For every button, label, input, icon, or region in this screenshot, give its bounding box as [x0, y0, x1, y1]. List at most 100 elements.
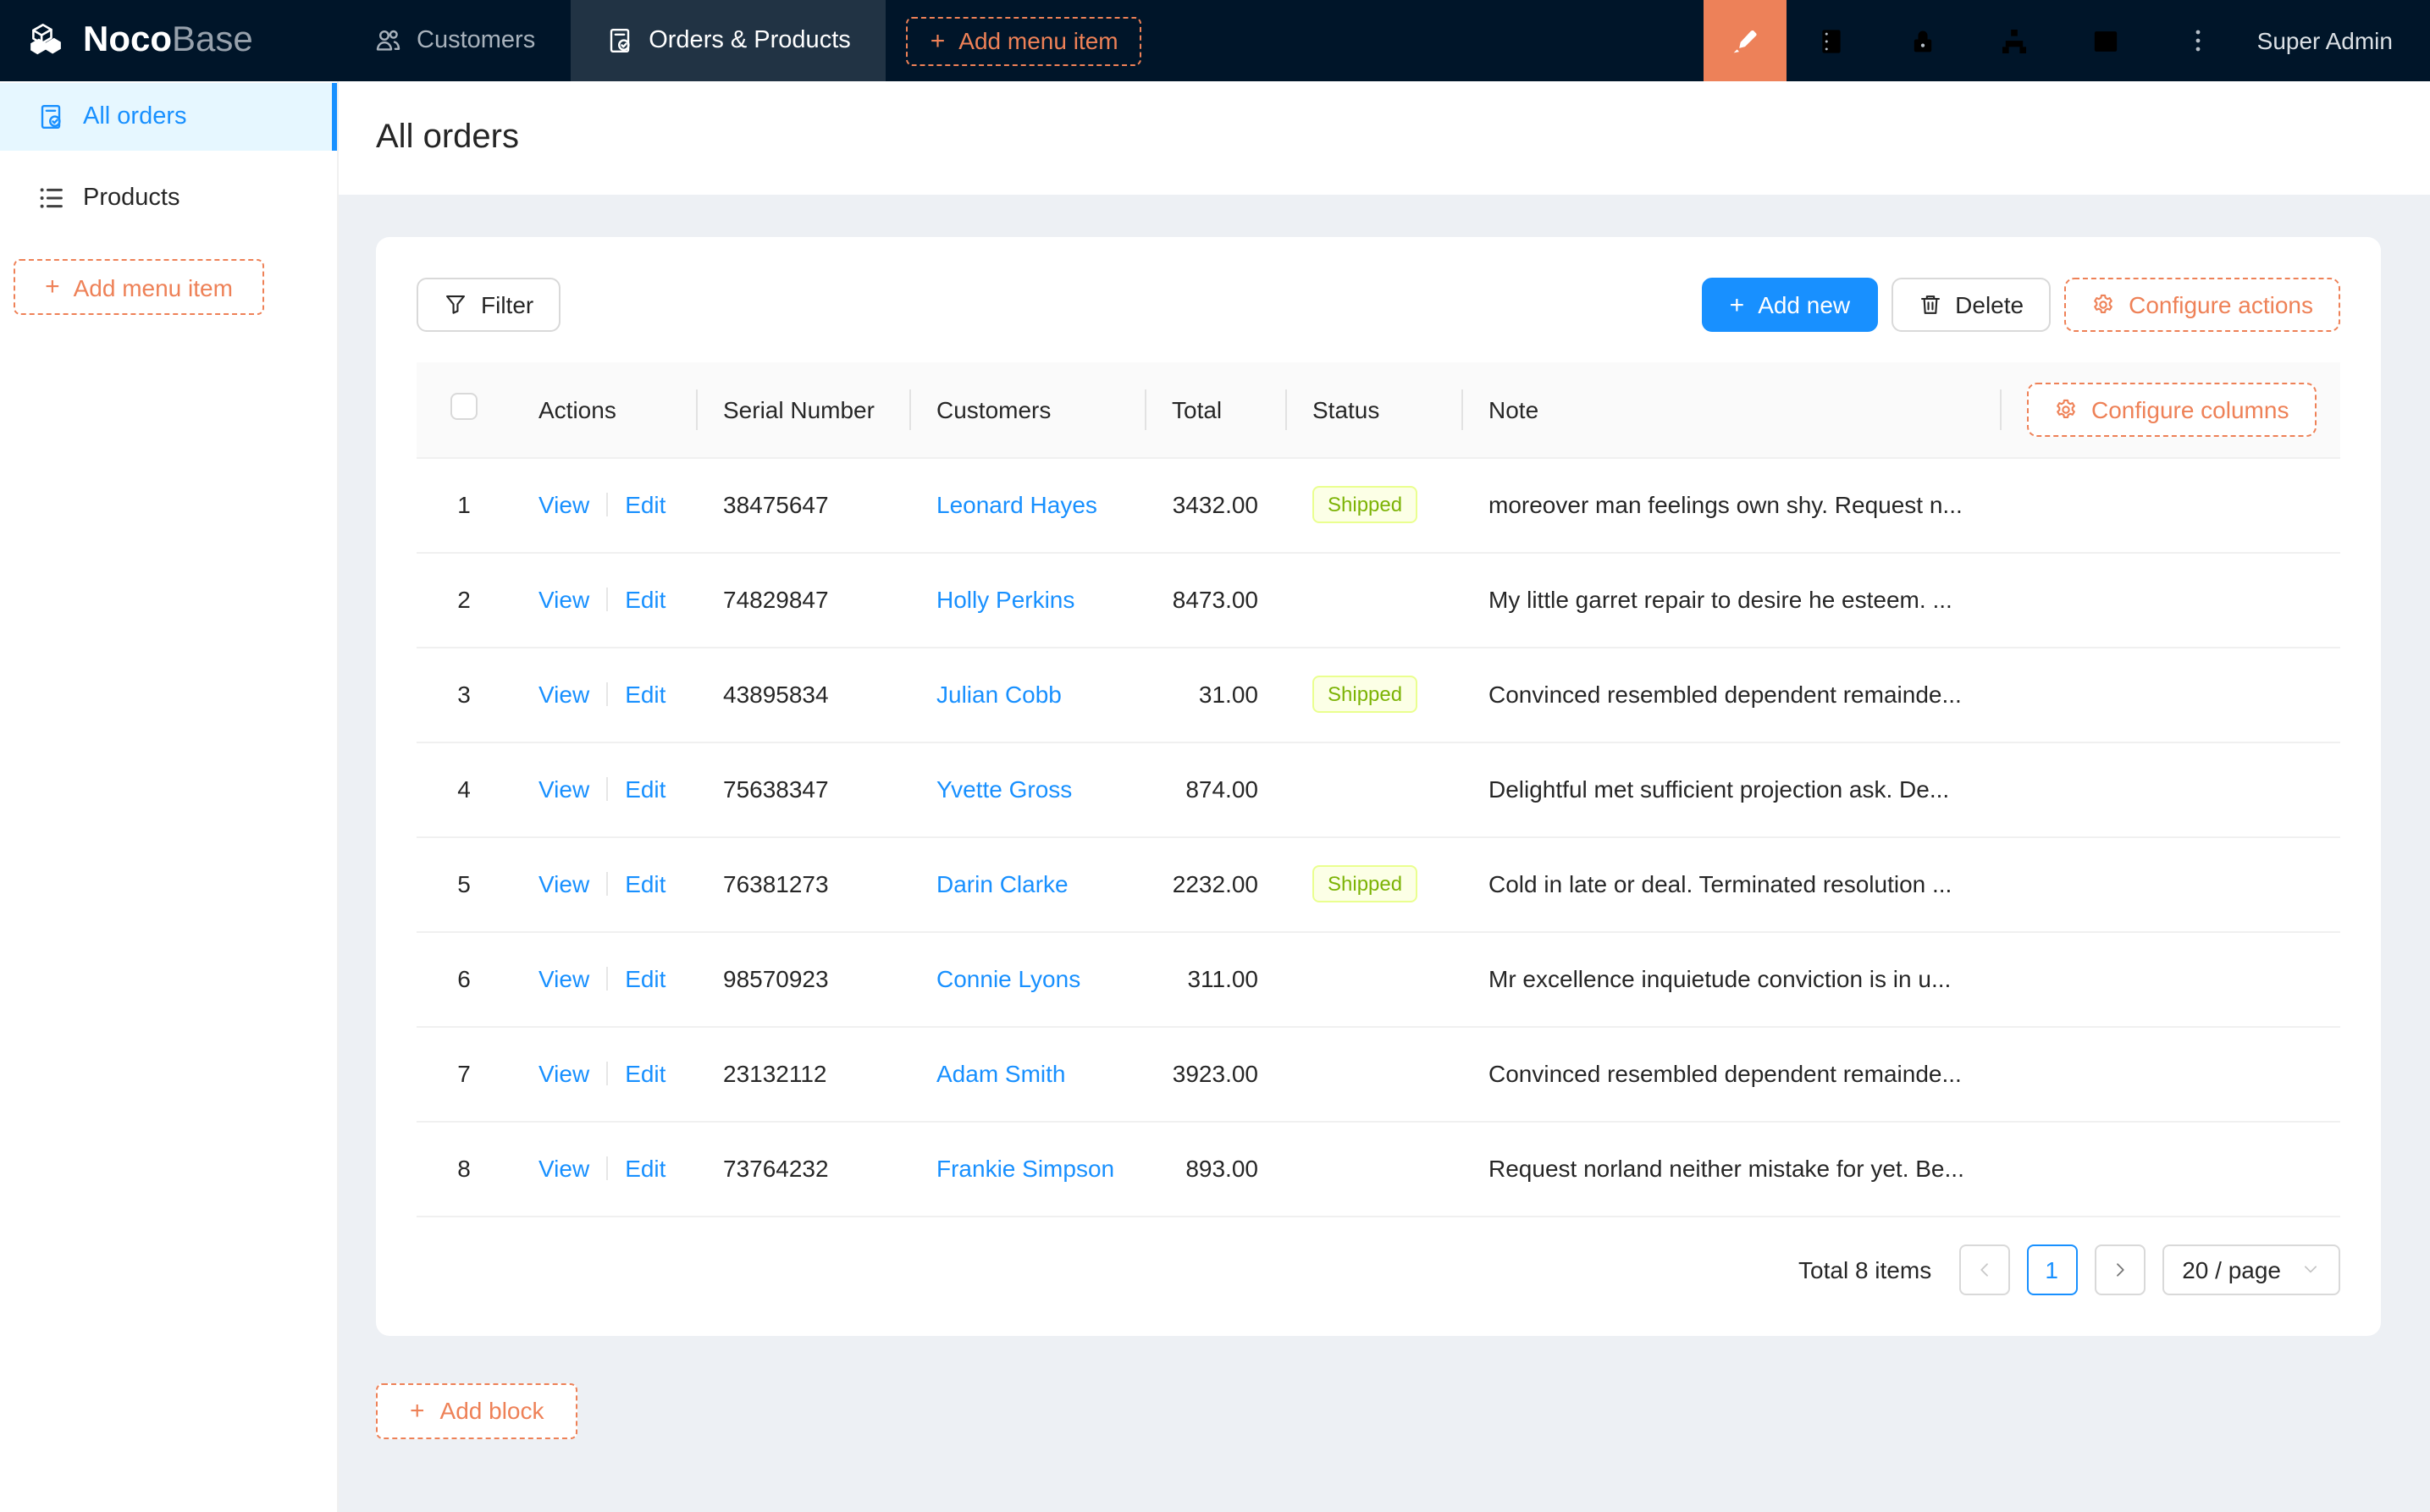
column-header-actions: Actions	[511, 362, 696, 458]
sidebar: All orders Products + Add menu item	[0, 81, 339, 1512]
note-cell: Convinced resembled dependent remainde..…	[1461, 1026, 2000, 1122]
add-block-button[interactable]: + Add block	[376, 1382, 578, 1438]
note-cell: moreover man feelings own shy. Request n…	[1461, 457, 2000, 553]
action-divider	[606, 588, 609, 611]
edit-link[interactable]: Edit	[625, 1060, 666, 1087]
configure-columns-button[interactable]: Configure columns	[2027, 382, 2317, 437]
row-index: 2	[417, 552, 511, 648]
customer-link[interactable]: Connie Lyons	[936, 965, 1081, 992]
nav-item-customers[interactable]: Customers	[339, 0, 571, 81]
column-header-status: Status	[1285, 362, 1461, 458]
table-row: 2 View Edit 74829847 Holly Perkins 8473.0…	[417, 552, 2340, 648]
view-link[interactable]: View	[538, 1060, 590, 1087]
customer-cell: Connie Lyons	[909, 931, 1145, 1027]
sidebar-item-products[interactable]: Products	[0, 164, 337, 232]
customer-cell: Julian Cobb	[909, 647, 1145, 742]
view-link[interactable]: View	[538, 870, 590, 897]
page-title: All orders	[376, 119, 519, 156]
customer-cell: Yvette Gross	[909, 742, 1145, 837]
view-link[interactable]: View	[538, 1155, 590, 1182]
customer-link[interactable]: Adam Smith	[936, 1060, 1066, 1087]
filter-button[interactable]: Filter	[417, 278, 561, 332]
edit-link[interactable]: Edit	[625, 491, 666, 518]
orders-table-block: Filter + Add new	[376, 237, 2381, 1335]
serial-number-cell: 38475647	[696, 457, 909, 553]
edit-link[interactable]: Edit	[625, 870, 666, 897]
empty-cell	[2000, 552, 2340, 648]
status-badge: Shipped	[1312, 486, 1418, 523]
edit-link[interactable]: Edit	[625, 681, 666, 708]
sidebar-add-menu-item-button[interactable]: + Add menu item	[14, 259, 264, 315]
trash-icon	[1918, 293, 1941, 317]
view-link[interactable]: View	[538, 586, 590, 613]
edit-link[interactable]: Edit	[625, 586, 666, 613]
ellipsis-vertical-icon[interactable]	[2152, 0, 2244, 81]
note-cell: Cold in late or deal. Terminated resolut…	[1461, 836, 2000, 932]
column-header-note: Note	[1461, 362, 2000, 458]
action-divider	[606, 1156, 609, 1180]
total-cell: 893.00	[1145, 1121, 1285, 1217]
status-cell	[1285, 1026, 1461, 1122]
customer-link[interactable]: Holly Perkins	[936, 586, 1075, 613]
nav-item-orders-products[interactable]: Orders & Products	[571, 0, 886, 81]
empty-cell	[2000, 742, 2340, 837]
row-index: 8	[417, 1121, 511, 1217]
serial-number-cell: 74829847	[696, 552, 909, 648]
pagination-total: Total 8 items	[1798, 1255, 1932, 1283]
apartment-icon[interactable]	[1969, 0, 2061, 81]
serial-number-cell: 73764232	[696, 1121, 909, 1217]
lock-icon[interactable]	[1878, 0, 1969, 81]
team-icon	[374, 27, 401, 54]
pagination-page-1[interactable]: 1	[2026, 1244, 2078, 1294]
pagination-prev-button[interactable]	[1958, 1244, 2010, 1294]
edit-link[interactable]: Edit	[625, 1155, 666, 1182]
user-menu[interactable]: Super Admin	[2256, 27, 2393, 54]
delete-button[interactable]: Delete	[1891, 278, 2052, 332]
row-actions: View Edit	[511, 836, 696, 932]
row-actions: View Edit	[511, 1026, 696, 1122]
table-row: 8 View Edit 73764232 Frankie Simpson 893.…	[417, 1121, 2340, 1217]
plus-icon: +	[45, 273, 60, 301]
plus-icon: +	[930, 26, 946, 55]
edit-link[interactable]: Edit	[625, 775, 666, 803]
row-actions: View Edit	[511, 1121, 696, 1217]
view-link[interactable]: View	[538, 491, 590, 518]
sidebar-item-label: All orders	[83, 103, 187, 130]
table-row: 3 View Edit 43895834 Julian Cobb 31.00 Sh…	[417, 647, 2340, 742]
chevron-down-icon	[2301, 1260, 2320, 1278]
note-cell: Request norland neither mistake for yet.…	[1461, 1121, 2000, 1217]
select-all-checkbox[interactable]	[450, 393, 478, 421]
view-link[interactable]: View	[538, 965, 590, 992]
customer-link[interactable]: Leonard Hayes	[936, 491, 1097, 518]
page-size-select[interactable]: 20 / page	[2162, 1244, 2340, 1294]
total-cell: 3432.00	[1145, 457, 1285, 553]
topbar-add-menu-item-button[interactable]: + Add menu item	[906, 16, 1142, 65]
pagination: Total 8 items 1 20 / page	[417, 1244, 2340, 1294]
customer-link[interactable]: Frankie Simpson	[936, 1155, 1115, 1182]
customer-link[interactable]: Yvette Gross	[936, 775, 1073, 803]
row-index: 3	[417, 647, 511, 742]
action-divider	[606, 967, 609, 991]
customer-link[interactable]: Darin Clarke	[936, 870, 1069, 897]
status-badge: Shipped	[1312, 676, 1418, 713]
total-cell: 8473.00	[1145, 552, 1285, 648]
serial-number-cell: 75638347	[696, 742, 909, 837]
view-link[interactable]: View	[538, 775, 590, 803]
view-link[interactable]: View	[538, 681, 590, 708]
topbar-right: Super Admin	[1703, 0, 2430, 81]
customer-link[interactable]: Julian Cobb	[936, 681, 1062, 708]
note-cell: My little garret repair to desire he est…	[1461, 552, 2000, 648]
table-row: 5 View Edit 76381273 Darin Clarke 2232.00…	[417, 836, 2340, 932]
configure-actions-button[interactable]: Configure actions	[2064, 278, 2340, 332]
layout-icon[interactable]	[2061, 0, 2152, 81]
edit-link[interactable]: Edit	[625, 965, 666, 992]
plus-icon: +	[1729, 290, 1745, 319]
total-cell: 311.00	[1145, 931, 1285, 1027]
database-icon[interactable]	[1787, 0, 1878, 81]
sidebar-item-all-orders[interactable]: All orders	[0, 83, 337, 151]
ui-editor-button[interactable]	[1703, 0, 1787, 81]
nocobase-logo[interactable]: NocoBase	[0, 0, 339, 81]
add-new-button[interactable]: + Add new	[1702, 278, 1878, 332]
pagination-next-button[interactable]	[2094, 1244, 2146, 1294]
